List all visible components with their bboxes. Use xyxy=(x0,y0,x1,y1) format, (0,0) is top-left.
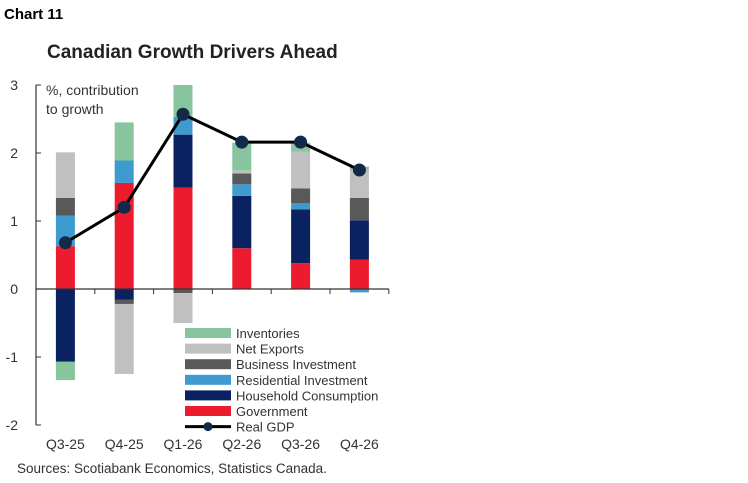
bar-business-investment-Q3-26 xyxy=(291,188,311,204)
y-tick-label: 3 xyxy=(10,77,18,93)
bar-residential-investment-Q4-25 xyxy=(114,160,134,183)
bar-net-exports-Q3-25 xyxy=(55,152,75,198)
legend-label: Net Exports xyxy=(236,342,304,357)
bar-household-consumption-Q4-25 xyxy=(114,289,134,300)
bar-inventories-Q2-26 xyxy=(232,142,252,171)
chart-title: Canadian Growth Drivers Ahead xyxy=(47,42,338,63)
y-tick-label: 1 xyxy=(10,213,18,229)
x-tick-label: Q3-25 xyxy=(46,436,85,452)
bar-household-consumption-Q1-26 xyxy=(173,134,193,188)
bar-household-consumption-Q4-26 xyxy=(349,220,369,260)
legend-swatch-household-consumption xyxy=(185,390,231,401)
chart-number-label: Chart 11 xyxy=(4,6,64,23)
x-tick-label: Q1-26 xyxy=(164,436,203,452)
legend-swatch-government xyxy=(185,406,231,416)
bar-residential-investment-Q2-26 xyxy=(232,184,252,196)
real-gdp-marker-Q4-25 xyxy=(117,200,131,214)
y-tick-label: -2 xyxy=(6,417,19,433)
bar-government-Q1-26 xyxy=(173,187,193,289)
bar-business-investment-Q4-26 xyxy=(349,197,369,221)
bar-net-exports-Q1-26 xyxy=(173,293,193,323)
x-tick-label: Q4-25 xyxy=(105,436,144,452)
x-tick-label: Q4-26 xyxy=(340,436,379,452)
bar-net-exports-Q4-25 xyxy=(114,303,134,374)
bar-government-Q3-25 xyxy=(55,246,75,289)
legend-swatch-business-investment xyxy=(185,359,231,370)
real-gdp-marker-Q4-26 xyxy=(352,163,366,177)
real-gdp-marker-Q3-26 xyxy=(294,135,308,149)
legend-marker-real-gdp xyxy=(203,422,213,432)
bar-government-Q2-26 xyxy=(232,248,252,289)
legend-label: Government xyxy=(236,404,308,419)
bar-business-investment-Q1-26 xyxy=(173,289,193,294)
bar-government-Q4-26 xyxy=(349,259,369,289)
legend-swatch-net-exports xyxy=(185,343,231,354)
legend-swatch-inventories xyxy=(185,328,231,338)
y-axis-label-line2: to growth xyxy=(46,101,104,117)
bar-business-investment-Q4-25 xyxy=(114,299,134,304)
source-note: Sources: Scotiabank Economics, Statistic… xyxy=(17,461,327,476)
bar-business-investment-Q2-26 xyxy=(232,173,252,185)
legend-swatch-residential-investment xyxy=(185,374,231,385)
bar-net-exports-Q4-26 xyxy=(349,170,369,198)
bar-inventories-Q4-25 xyxy=(114,122,134,161)
real-gdp-line xyxy=(64,112,361,245)
y-tick-label: 2 xyxy=(10,145,18,161)
bar-inventories-Q3-25 xyxy=(55,361,75,381)
legend-label: Household Consumption xyxy=(236,388,378,403)
bar-government-Q3-26 xyxy=(291,263,311,289)
bar-household-consumption-Q2-26 xyxy=(232,195,252,249)
bar-net-exports-Q3-26 xyxy=(291,151,311,189)
x-tick-label: Q3-26 xyxy=(281,436,320,452)
bar-net-exports-Q2-26 xyxy=(232,170,252,174)
legend-label: Inventories xyxy=(236,326,300,341)
bar-business-investment-Q3-25 xyxy=(55,197,75,216)
real-gdp-marker-Q2-26 xyxy=(235,135,249,149)
legend-label: Real GDP xyxy=(236,420,295,435)
x-tick-label: Q2-26 xyxy=(222,436,261,452)
y-axis-label-line1: %, contribution xyxy=(46,82,139,98)
bar-residential-investment-Q4-26 xyxy=(349,289,369,293)
y-tick-label: 0 xyxy=(10,281,18,297)
legend-label: Business Investment xyxy=(236,357,356,372)
real-gdp-marker-Q3-25 xyxy=(58,236,72,250)
bar-household-consumption-Q3-25 xyxy=(55,289,75,362)
legend-label: Residential Investment xyxy=(236,373,368,388)
real-gdp-marker-Q1-26 xyxy=(176,107,190,121)
bar-residential-investment-Q3-26 xyxy=(291,203,311,210)
bar-household-consumption-Q3-26 xyxy=(291,209,311,264)
y-tick-label: -1 xyxy=(6,349,19,365)
bar-inventories-Q1-26 xyxy=(173,85,193,117)
